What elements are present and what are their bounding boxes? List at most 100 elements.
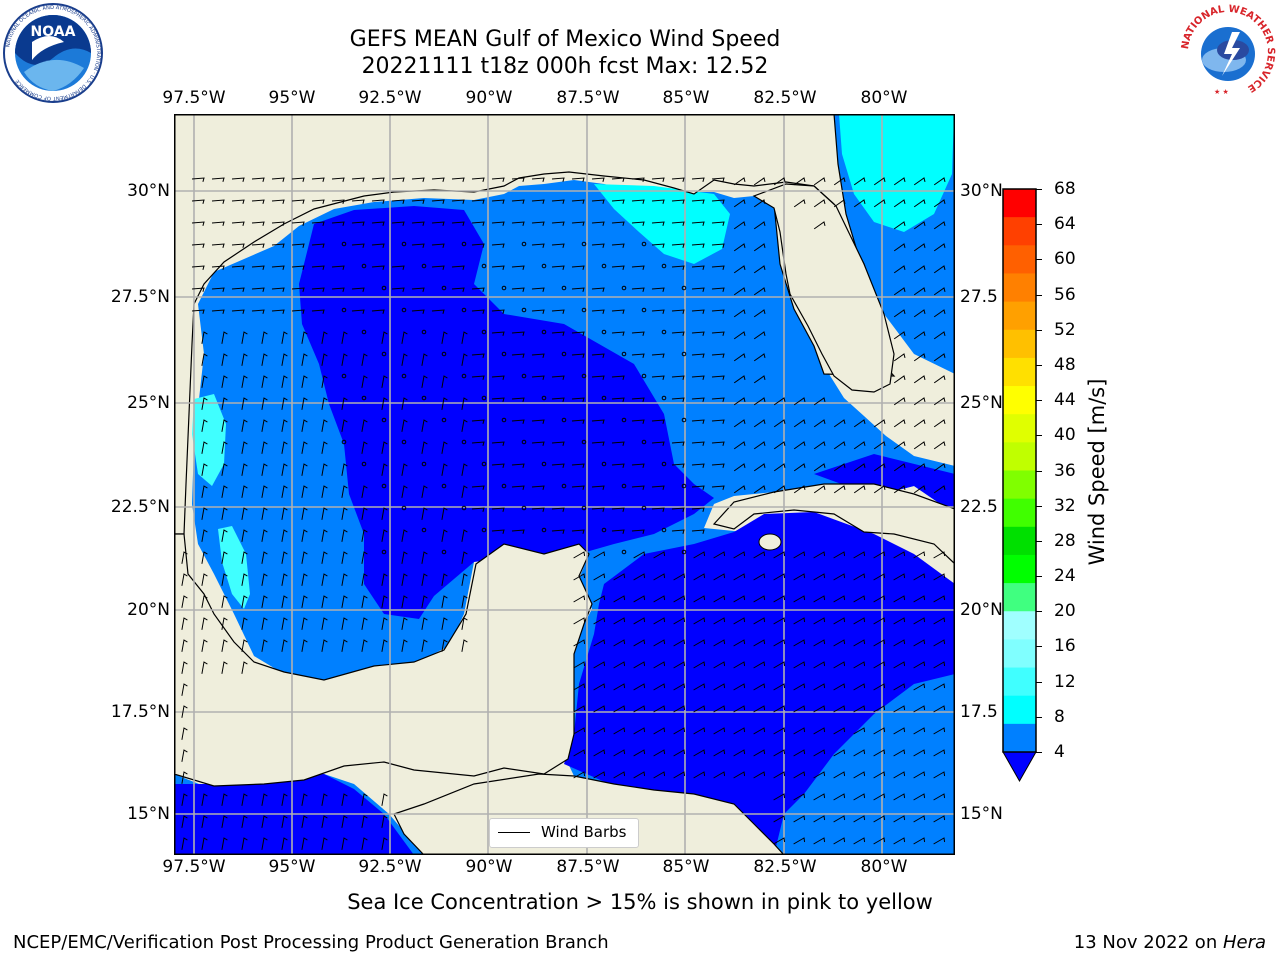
- wind-barb: [221, 397, 228, 410]
- wind-barb: [893, 595, 906, 603]
- wind-barb: [873, 441, 886, 450]
- wind-barb: [793, 705, 806, 713]
- wind-barb: [613, 661, 626, 669]
- wind-barb: [321, 551, 328, 564]
- wind-barb: [651, 375, 665, 380]
- wind-barb: [913, 309, 926, 318]
- wind-barb: [241, 551, 248, 564]
- colorbar-tick-mark: [1036, 752, 1042, 753]
- colorbar-cell: [1003, 301, 1036, 331]
- wind-barb: [733, 771, 746, 779]
- wind-barb: [631, 221, 645, 226]
- wind-barb: [711, 375, 725, 380]
- wind-barb: [773, 463, 786, 472]
- wind-barb: [893, 375, 906, 384]
- wind-barb: [813, 485, 826, 494]
- wind-patch-ne-gulf: [594, 184, 730, 264]
- wind-barb: [933, 727, 946, 735]
- colorbar-cell: [1003, 386, 1036, 415]
- calm-barb: [461, 241, 467, 247]
- wind-barb: [471, 441, 485, 446]
- wind-barb: [461, 353, 468, 366]
- wind-barb: [241, 595, 248, 608]
- wind-barb: [421, 617, 428, 630]
- wind-barb: [251, 287, 265, 292]
- calm-barb: [361, 461, 367, 467]
- wind-barb: [611, 221, 625, 226]
- calm-barb: [581, 439, 587, 445]
- wind-barb: [793, 815, 806, 823]
- wind-barb: [933, 177, 946, 186]
- wind-barb: [613, 727, 626, 735]
- wind-barb: [231, 265, 245, 270]
- wind-barb: [711, 353, 725, 358]
- wind-barb: [241, 837, 248, 850]
- colorbar-cell: [1003, 414, 1036, 443]
- colorbar-tick-mark: [1036, 681, 1042, 683]
- wind-barb: [311, 243, 325, 248]
- wind-barb: [873, 617, 886, 625]
- wind-barb: [341, 639, 348, 652]
- wind-barb: [181, 837, 188, 850]
- wind-barb: [471, 375, 485, 380]
- calm-barb: [621, 417, 627, 423]
- wind-barb: [231, 221, 245, 226]
- wind-barb: [671, 463, 685, 468]
- wind-barb: [201, 661, 208, 674]
- wind-barb: [713, 639, 726, 647]
- wind-barb: [753, 441, 766, 450]
- wind-barb: [441, 507, 448, 520]
- wind-barb: [371, 309, 385, 314]
- lon-label-bottom: 90°W: [465, 857, 513, 877]
- wind-barb: [651, 199, 665, 204]
- wind-barb: [673, 639, 686, 647]
- wind-barb: [673, 705, 686, 713]
- wind-barb: [191, 309, 205, 314]
- wind-barb: [381, 529, 388, 542]
- wind-barb: [733, 221, 746, 230]
- wind-barb: [773, 419, 786, 428]
- wind-barb: [733, 331, 746, 340]
- wind-barb: [551, 375, 565, 380]
- lon-label-top: 95°W: [268, 88, 316, 108]
- wind-barb: [793, 639, 806, 647]
- wind-barb: [893, 639, 906, 647]
- wind-barb: [893, 815, 906, 823]
- wind-barb: [611, 265, 625, 270]
- wind-barb: [281, 529, 288, 542]
- wind-barb: [773, 177, 786, 186]
- lon-label-top: 80°W: [860, 88, 908, 108]
- wind-barb: [361, 441, 368, 454]
- wind-barb: [813, 749, 826, 757]
- wind-barb: [631, 529, 645, 534]
- wind-barb: [933, 705, 946, 713]
- wind-barb: [531, 243, 545, 248]
- wind-barb: [633, 661, 646, 669]
- wind-barb: [251, 309, 265, 314]
- colorbar-tick-label: 36: [1054, 460, 1076, 481]
- wind-barb: [693, 617, 706, 625]
- colorbar-cell: [1003, 611, 1036, 640]
- wind-barb: [671, 397, 685, 402]
- wind-barb: [361, 375, 368, 388]
- wind-barb: [691, 419, 705, 424]
- wind-barb: [691, 265, 705, 270]
- wind-barb: [873, 639, 886, 647]
- wind-barb: [341, 419, 348, 432]
- wind-barb: [933, 639, 946, 647]
- wind-barb: [671, 507, 685, 512]
- wind-barb: [633, 771, 646, 779]
- wind-barb: [421, 441, 428, 454]
- wind-barb: [301, 331, 308, 344]
- lat-label-left: 22.5°N: [110, 497, 170, 517]
- wind-barb: [341, 793, 348, 806]
- wind-barb: [633, 683, 646, 691]
- wind-barb: [793, 749, 806, 757]
- wind-barb: [673, 573, 686, 581]
- wind-barb: [593, 727, 606, 735]
- wind-barb: [631, 265, 645, 270]
- wind-barb: [241, 397, 248, 410]
- calm-barb: [521, 241, 527, 247]
- colorbar-tick-label: 12: [1054, 671, 1076, 692]
- wind-barb: [201, 463, 208, 476]
